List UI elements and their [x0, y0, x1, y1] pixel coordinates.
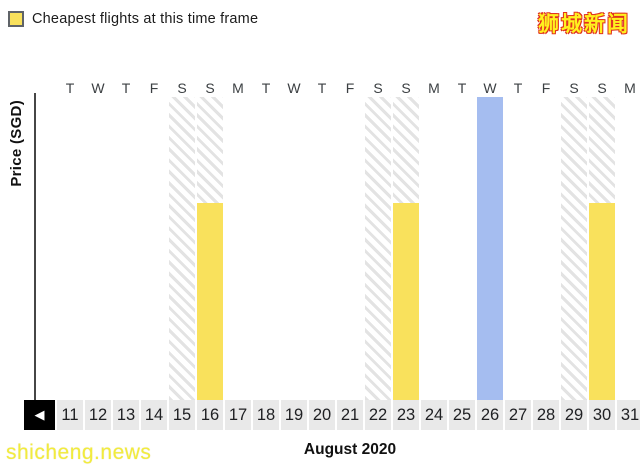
- date-cell[interactable]: 30: [589, 400, 615, 430]
- weekday-label: F: [541, 80, 551, 96]
- weekday-label: S: [177, 80, 187, 96]
- weekday-label: T: [261, 80, 271, 96]
- date-cell[interactable]: 15: [169, 400, 195, 430]
- bar-weekend-hatched-day-15: [169, 97, 195, 400]
- date-cell[interactable]: 23: [393, 400, 419, 430]
- weekday-label: S: [205, 80, 215, 96]
- cheapest-flight-swatch-icon: [8, 11, 24, 27]
- date-cell[interactable]: 11: [57, 400, 83, 430]
- y-axis-line: [34, 93, 36, 400]
- legend-label: Cheapest flights at this time frame: [32, 11, 259, 27]
- date-strip: ◀ 11 12 13 14 15 16 17 18 19 20: [24, 400, 640, 430]
- weekday-label: F: [149, 80, 159, 96]
- previous-dates-button[interactable]: ◀: [24, 400, 55, 430]
- date-cell[interactable]: 13: [113, 400, 139, 430]
- date-cell[interactable]: 12: [85, 400, 111, 430]
- bar-weekend-hatched-day-29: [561, 97, 587, 400]
- date-cell[interactable]: 16: [197, 400, 223, 430]
- weekday-label: S: [401, 80, 411, 96]
- bar-highlighted-day-26[interactable]: [477, 97, 503, 400]
- date-cell[interactable]: 27: [505, 400, 531, 430]
- weekday-label: S: [597, 80, 607, 96]
- weekday-label: T: [513, 80, 523, 96]
- month-label: August 2020: [303, 441, 397, 458]
- bar-cheapest-day-30[interactable]: [589, 203, 615, 400]
- weekday-label: T: [65, 80, 75, 96]
- date-cell[interactable]: 29: [561, 400, 587, 430]
- date-cell[interactable]: 19: [281, 400, 307, 430]
- date-cell[interactable]: 24: [421, 400, 447, 430]
- date-cell[interactable]: 31: [617, 400, 640, 430]
- weekday-label: W: [91, 80, 105, 96]
- weekday-label: S: [569, 80, 579, 96]
- weekday-label: T: [121, 80, 131, 96]
- weekday-header-row: T W T F S S M T W T F S S M T W: [57, 80, 640, 96]
- bar-weekend-hatched-day-22: [365, 97, 391, 400]
- weekday-label: T: [317, 80, 327, 96]
- site-watermark-url: shicheng.news: [6, 441, 152, 464]
- weekday-label: S: [373, 80, 383, 96]
- weekday-label: F: [345, 80, 355, 96]
- date-cell[interactable]: 18: [253, 400, 279, 430]
- date-cell[interactable]: 22: [365, 400, 391, 430]
- date-cell[interactable]: 14: [141, 400, 167, 430]
- legend: Cheapest flights at this time frame: [8, 11, 258, 27]
- weekday-label: M: [232, 80, 244, 96]
- date-cells: 11 12 13 14 15 16 17 18 19 20 21 22: [57, 400, 640, 430]
- weekday-label: M: [428, 80, 440, 96]
- bar-cheapest-day-16[interactable]: [197, 203, 223, 400]
- date-cell[interactable]: 25: [449, 400, 475, 430]
- date-cell[interactable]: 17: [225, 400, 251, 430]
- left-arrow-icon: ◀: [34, 407, 45, 423]
- weekday-label: W: [483, 80, 497, 96]
- date-cell[interactable]: 21: [337, 400, 363, 430]
- site-watermark-cjk: 狮城新闻: [538, 13, 630, 36]
- weekday-label: T: [457, 80, 467, 96]
- weekday-label: M: [624, 80, 636, 96]
- date-cell[interactable]: 26: [477, 400, 503, 430]
- bar-cheapest-day-23[interactable]: [393, 203, 419, 400]
- weekday-label: W: [287, 80, 301, 96]
- date-cell[interactable]: 28: [533, 400, 559, 430]
- date-cell[interactable]: 20: [309, 400, 335, 430]
